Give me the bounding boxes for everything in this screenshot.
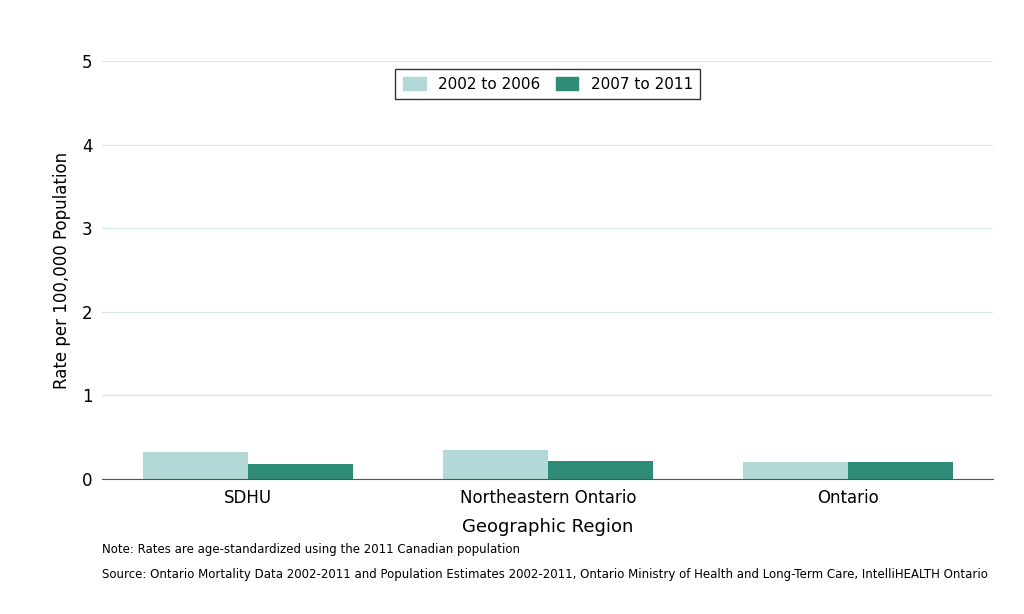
X-axis label: Geographic Region: Geographic Region bbox=[462, 518, 634, 536]
Legend: 2002 to 2006, 2007 to 2011: 2002 to 2006, 2007 to 2011 bbox=[395, 69, 700, 99]
Bar bbox=[248, 464, 353, 479]
Text: Note: Rates are age-standardized using the 2011 Canadian population: Note: Rates are age-standardized using t… bbox=[102, 543, 520, 556]
Bar bbox=[848, 462, 952, 479]
Bar bbox=[548, 460, 653, 479]
Bar bbox=[742, 462, 848, 479]
Text: Source: Ontario Mortality Data 2002-2011 and Population Estimates 2002-2011, Ont: Source: Ontario Mortality Data 2002-2011… bbox=[102, 568, 988, 581]
Bar bbox=[143, 452, 248, 479]
Y-axis label: Rate per 100,000 Population: Rate per 100,000 Population bbox=[53, 152, 71, 389]
Bar bbox=[442, 449, 548, 479]
